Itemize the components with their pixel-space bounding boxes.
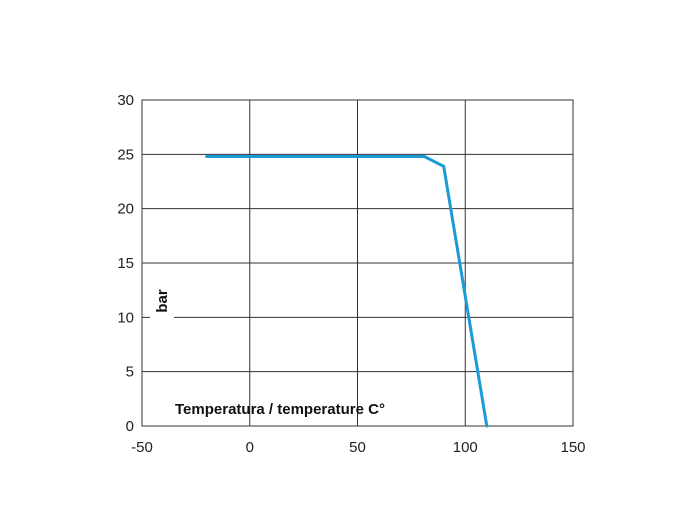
- x-tick-label: -50: [131, 439, 153, 456]
- y-tick-label: 10: [117, 309, 134, 326]
- axis-labels: bar Temperatura / temperature C°: [150, 280, 385, 418]
- tick-labels: -50 0 50 100 150 0 5 10 15 20 25 30: [117, 92, 585, 456]
- data-point: [442, 164, 446, 168]
- y-axis-label: bar: [154, 289, 171, 313]
- series-layer: [205, 155, 489, 428]
- data-point: [205, 155, 209, 159]
- plot-frame: [141, 99, 574, 427]
- y-tick-label: 15: [117, 255, 134, 272]
- x-tick-label: 50: [349, 439, 366, 456]
- data-point: [422, 155, 426, 159]
- y-tick-label: 5: [126, 364, 134, 381]
- x-tick-label: 0: [246, 439, 254, 456]
- data-point: [485, 424, 489, 428]
- y-tick-label: 25: [117, 146, 134, 163]
- x-tick-label: 150: [560, 439, 585, 456]
- grid: [141, 99, 574, 427]
- y-axis-label-background: [150, 280, 174, 322]
- series-line: [206, 155, 489, 427]
- x-axis-label: Temperatura / temperature C°: [175, 401, 385, 418]
- x-tick-label: 100: [453, 439, 478, 456]
- y-tick-label: 30: [117, 92, 134, 109]
- y-tick-label: 0: [126, 418, 134, 435]
- y-tick-label: 20: [117, 201, 134, 218]
